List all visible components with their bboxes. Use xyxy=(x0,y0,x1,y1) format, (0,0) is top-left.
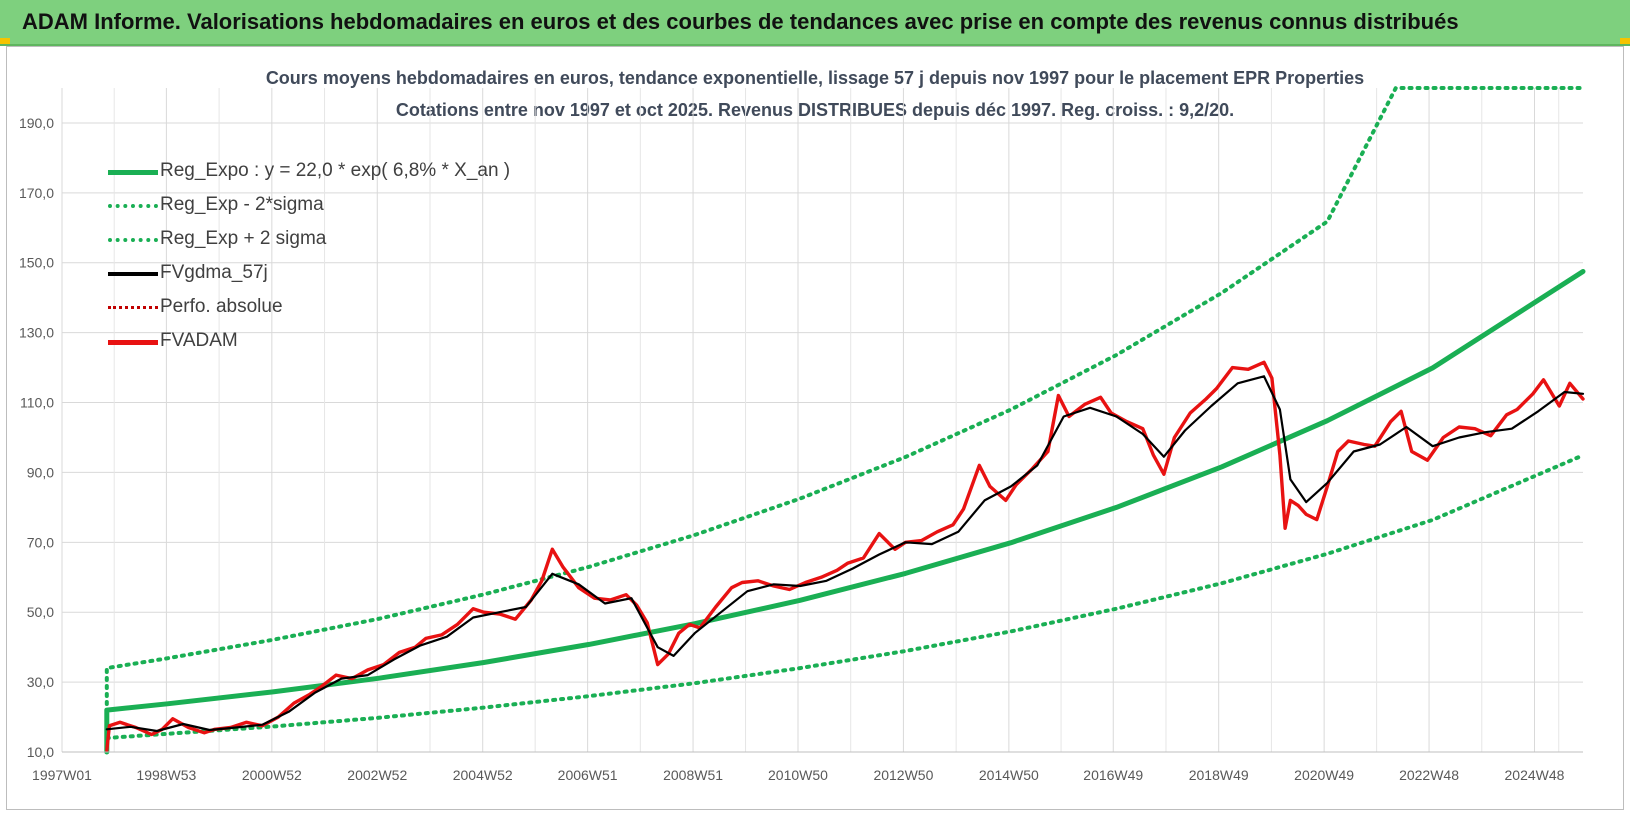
y-tick-label: 10,0 xyxy=(27,744,54,760)
series-line-3 xyxy=(104,86,1585,754)
series-line-2 xyxy=(104,453,1585,740)
legend-swatch xyxy=(108,238,158,242)
x-tick-label: 2002W52 xyxy=(347,767,407,783)
series-line-6 xyxy=(105,360,1585,752)
x-tick-label: 2004W52 xyxy=(453,767,513,783)
grid xyxy=(61,88,1583,753)
y-tick-label: 110,0 xyxy=(20,395,54,411)
legend-label: FVgdma_57j xyxy=(160,262,268,283)
chart-title: Cours moyens hebdomadaires en euros, ten… xyxy=(265,68,1365,88)
legend-swatch xyxy=(108,340,158,345)
corner-marker xyxy=(1620,38,1630,44)
legend-swatch xyxy=(108,204,158,208)
chart-subtitle: Cotations entre nov 1997 et oct 2025. Re… xyxy=(395,100,1235,120)
series-group xyxy=(104,86,1586,755)
x-tick-label: 2000W52 xyxy=(242,767,302,783)
x-tick-label: 2014W50 xyxy=(979,767,1039,783)
x-tick-label: 2020W49 xyxy=(1294,767,1354,783)
y-tick-label: 150,0 xyxy=(19,255,54,271)
axes: 10,0 30,0 50,0 70,0 90,0 110,0 130,0 150,0 170,0… xyxy=(19,115,1583,783)
x-tick-label: 2022W48 xyxy=(1399,767,1459,783)
x-tick-label: 2024W48 xyxy=(1505,767,1565,783)
y-tick-label: 30,0 xyxy=(27,674,54,690)
x-tick-label: 2010W50 xyxy=(768,767,828,783)
series-line-1 xyxy=(104,269,1586,755)
y-tick-label: 190,0 xyxy=(19,115,54,131)
legend-label: Reg_Exp - 2*sigma xyxy=(160,194,324,215)
x-tick-label: 2008W51 xyxy=(663,767,723,783)
legend-label: Reg_Expo : y = 22,0 * exp( 6,8% * X_an ) xyxy=(160,160,511,181)
x-tick-label: 2016W49 xyxy=(1083,767,1143,783)
x-tick-label: 2006W51 xyxy=(558,767,618,783)
x-tick-label: 1998W53 xyxy=(136,767,196,783)
x-tick-label: 1997W01 xyxy=(32,767,92,783)
report-title: ADAM Informe. Valorisations hebdomadaire… xyxy=(22,9,1459,34)
legend-label: Reg_Exp + 2 sigma xyxy=(160,228,327,249)
x-tick-label: 2018W49 xyxy=(1189,767,1249,783)
legend-label: Perfo. absolue xyxy=(160,296,283,317)
chart-frame xyxy=(6,46,1624,810)
legend-swatch xyxy=(108,272,158,276)
legend-swatch xyxy=(108,306,158,309)
legend-label: FVADAM xyxy=(160,330,238,351)
y-tick-label: 50,0 xyxy=(27,604,54,620)
y-tick-label: 130,0 xyxy=(19,325,54,341)
y-tick-label: 170,0 xyxy=(19,185,54,201)
corner-marker xyxy=(0,38,10,44)
x-tick-label: 2012W50 xyxy=(873,767,933,783)
legend-swatch xyxy=(108,170,158,175)
y-tick-label: 70,0 xyxy=(27,534,54,550)
report-banner: ADAM Informe. Valorisations hebdomadaire… xyxy=(0,0,1630,46)
y-tick-label: 90,0 xyxy=(27,464,54,480)
series-line-4 xyxy=(105,375,1585,733)
